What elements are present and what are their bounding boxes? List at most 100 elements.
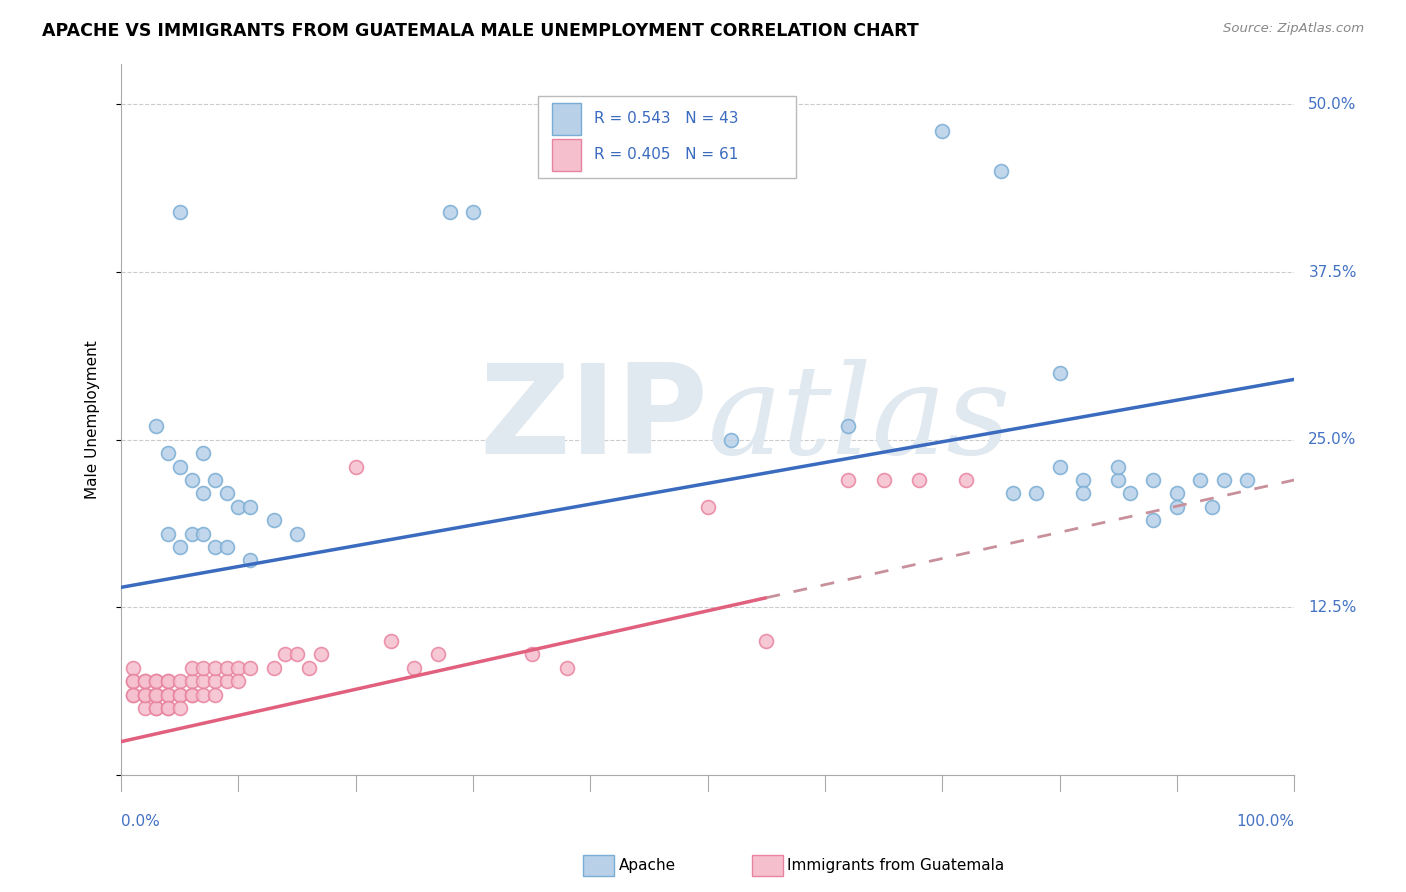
Text: Apache: Apache: [619, 858, 676, 872]
Point: [990, 164, 1012, 178]
Point: [134, 674, 156, 689]
Point: [204, 674, 226, 689]
Point: [1025, 486, 1047, 500]
Point: [908, 473, 931, 487]
Text: 50.0%: 50.0%: [1309, 97, 1357, 112]
Point: [1049, 366, 1071, 380]
Point: [285, 526, 308, 541]
Point: [263, 513, 285, 527]
Point: [180, 526, 202, 541]
Point: [121, 688, 143, 702]
Point: [873, 473, 896, 487]
Point: [931, 124, 953, 138]
Point: [309, 648, 332, 662]
Point: [145, 674, 167, 689]
Text: Source: ZipAtlas.com: Source: ZipAtlas.com: [1223, 22, 1364, 36]
Point: [1119, 486, 1142, 500]
Text: R = 0.543   N = 43: R = 0.543 N = 43: [593, 112, 738, 127]
Point: [215, 486, 238, 500]
Point: [169, 204, 191, 219]
Point: [344, 459, 367, 474]
Point: [1166, 500, 1188, 514]
Point: [157, 526, 180, 541]
Point: [193, 446, 215, 460]
Point: [228, 674, 250, 689]
Text: 100.0%: 100.0%: [1236, 814, 1295, 830]
Point: [720, 433, 742, 447]
Point: [145, 688, 167, 702]
Point: [121, 688, 143, 702]
Point: [1236, 473, 1258, 487]
Point: [404, 661, 426, 675]
Point: [298, 661, 321, 675]
Point: [193, 674, 215, 689]
Point: [239, 553, 262, 567]
Point: [1107, 473, 1129, 487]
Point: [180, 661, 202, 675]
Point: [193, 688, 215, 702]
Point: [134, 688, 156, 702]
Point: [215, 661, 238, 675]
Point: [134, 688, 156, 702]
Text: 25.0%: 25.0%: [1309, 433, 1357, 447]
Point: [193, 486, 215, 500]
Point: [145, 688, 167, 702]
Point: [204, 473, 226, 487]
Point: [169, 540, 191, 554]
Point: [837, 473, 859, 487]
Point: [1071, 486, 1094, 500]
Text: R = 0.405   N = 61: R = 0.405 N = 61: [593, 147, 738, 161]
Point: [180, 688, 202, 702]
Point: [1189, 473, 1212, 487]
Point: [1212, 473, 1234, 487]
Point: [1201, 500, 1223, 514]
Point: [157, 688, 180, 702]
Point: [380, 634, 402, 648]
Point: [169, 688, 191, 702]
Point: [169, 688, 191, 702]
Point: [439, 204, 461, 219]
Point: [169, 701, 191, 715]
Point: [157, 674, 180, 689]
Point: [157, 701, 180, 715]
Point: [157, 701, 180, 715]
Point: [193, 661, 215, 675]
Point: [228, 661, 250, 675]
Bar: [551, 103, 581, 136]
Point: [134, 674, 156, 689]
Text: 0.0%: 0.0%: [121, 814, 160, 830]
Point: [837, 419, 859, 434]
Point: [180, 674, 202, 689]
Point: [1142, 513, 1164, 527]
Point: [426, 648, 449, 662]
Point: [239, 661, 262, 675]
Point: [134, 701, 156, 715]
Point: [204, 688, 226, 702]
Bar: [551, 139, 581, 170]
Point: [755, 634, 778, 648]
Point: [1166, 486, 1188, 500]
Text: ZIP: ZIP: [479, 359, 707, 480]
Point: [1001, 486, 1024, 500]
Text: APACHE VS IMMIGRANTS FROM GUATEMALA MALE UNEMPLOYMENT CORRELATION CHART: APACHE VS IMMIGRANTS FROM GUATEMALA MALE…: [42, 22, 920, 40]
Point: [145, 674, 167, 689]
Point: [555, 661, 578, 675]
Point: [1049, 459, 1071, 474]
Point: [169, 674, 191, 689]
Point: [285, 648, 308, 662]
Point: [157, 446, 180, 460]
Point: [145, 419, 167, 434]
Point: [228, 500, 250, 514]
Point: [1142, 473, 1164, 487]
Point: [204, 661, 226, 675]
Point: [157, 674, 180, 689]
Point: [180, 473, 202, 487]
Point: [461, 204, 484, 219]
Point: [215, 674, 238, 689]
Point: [145, 701, 167, 715]
Point: [157, 688, 180, 702]
Text: 37.5%: 37.5%: [1309, 265, 1357, 279]
Point: [1107, 459, 1129, 474]
Text: atlas: atlas: [707, 359, 1011, 481]
Text: 12.5%: 12.5%: [1309, 600, 1357, 615]
